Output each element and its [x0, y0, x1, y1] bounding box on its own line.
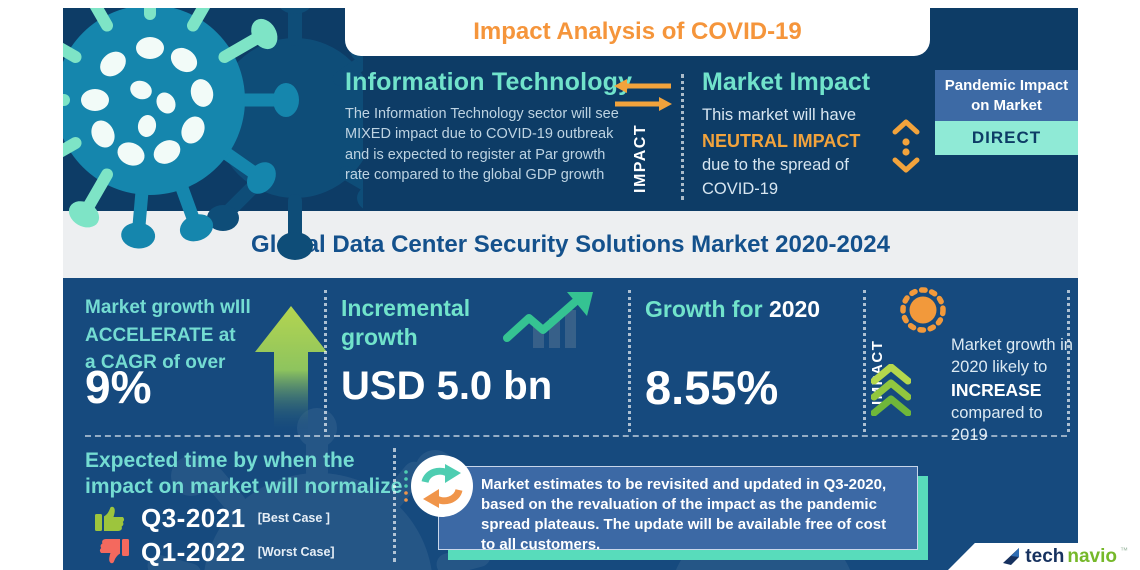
growth-up-arrow-icon: [255, 306, 327, 434]
best-case-quarter: Q3-2021: [141, 502, 246, 533]
best-case-label: [Best Case ]: [257, 511, 330, 525]
sector-section: Information Technology The Information T…: [345, 68, 645, 185]
technavio-logo: tech navio ™: [948, 543, 1140, 570]
cagr-stat: Market growth wIll ACCELERATE at a CAGR …: [85, 297, 251, 374]
chevrons-up-icon: [871, 364, 911, 416]
refresh-icon: [404, 455, 473, 517]
header-title: Impact Analysis of COVID-19: [473, 18, 802, 45]
market-impact-line2: due to the spread of: [702, 156, 849, 175]
top-dotted-separator: [681, 74, 684, 200]
pandemic-impact-card: Pandemic Impact on Market DIRECT: [935, 70, 1078, 155]
trend-line-icon: [503, 292, 593, 348]
market-impact-highlight: NEUTRAL IMPACT: [702, 130, 861, 151]
pandemic-impact-value: DIRECT: [935, 121, 1078, 155]
up-down-arrows-icon: [892, 119, 920, 173]
market-impact-line1: This market will have: [702, 106, 857, 124]
thumbs-up-icon: [95, 506, 125, 531]
swap-arrows-icon: [614, 79, 672, 111]
normalize-section-title: Expected time by when the impact on mark…: [85, 449, 403, 499]
brand-navio: navio: [1067, 545, 1117, 567]
thumbs-down-icon: [99, 539, 129, 564]
growth-2020-title: Growth for 2020: [645, 296, 821, 322]
cagr-value: 9%: [85, 361, 152, 413]
technavio-logo-icon: [1003, 547, 1020, 565]
stats-separator-2: [628, 290, 631, 432]
stats-separator-1: [324, 290, 327, 432]
sector-title: Information Technology: [345, 68, 633, 96]
market-title: Global Data Center Security Solutions Ma…: [251, 230, 890, 258]
sector-description: The Information Technology sector will s…: [345, 106, 619, 183]
update-note-text: Market estimates to be revisited and upd…: [481, 476, 887, 553]
coronavirus-illustration-icon: [63, 8, 363, 260]
stats-separator-3: [863, 290, 866, 432]
update-note: Market estimates to be revisited and upd…: [438, 466, 918, 553]
market-impact-line3: COVID-19: [702, 179, 779, 198]
brand-tech: tech: [1025, 545, 1065, 567]
worst-case-quarter: Q1-2022: [141, 536, 246, 567]
incremental-growth-value: USD 5.0 bn: [341, 364, 553, 408]
normalize-dotted-separator: [393, 448, 396, 562]
worst-case-label: [Worst Case]: [257, 545, 335, 559]
stats-panel: Market growth wIll ACCELERATE at a CAGR …: [63, 278, 1078, 570]
stats-separator-right: [1067, 290, 1070, 432]
virus-icon: [900, 287, 946, 333]
worst-case-row: Q1-2022 [Worst Case]: [95, 536, 335, 568]
brand-trademark: ™: [1120, 546, 1128, 555]
growth-2020-value: 8.55%: [645, 361, 779, 414]
market-impact-title: Market Impact: [702, 68, 871, 96]
impact-vertical-label: IMPACT: [632, 123, 649, 193]
best-case-row: Q3-2021 [Best Case ]: [95, 502, 330, 534]
header-banner: Impact Analysis of COVID-19: [345, 8, 930, 56]
pandemic-impact-label: Pandemic Impact on Market: [935, 70, 1078, 121]
horizontal-dashed-divider: [85, 435, 1067, 437]
incremental-growth-stat: Incremental growth: [341, 295, 471, 350]
market-impact-section: Market Impact This market will have NEUT…: [702, 68, 887, 202]
impact-outlook: Market growth in 2020 likely to INCREASE…: [951, 336, 1073, 445]
